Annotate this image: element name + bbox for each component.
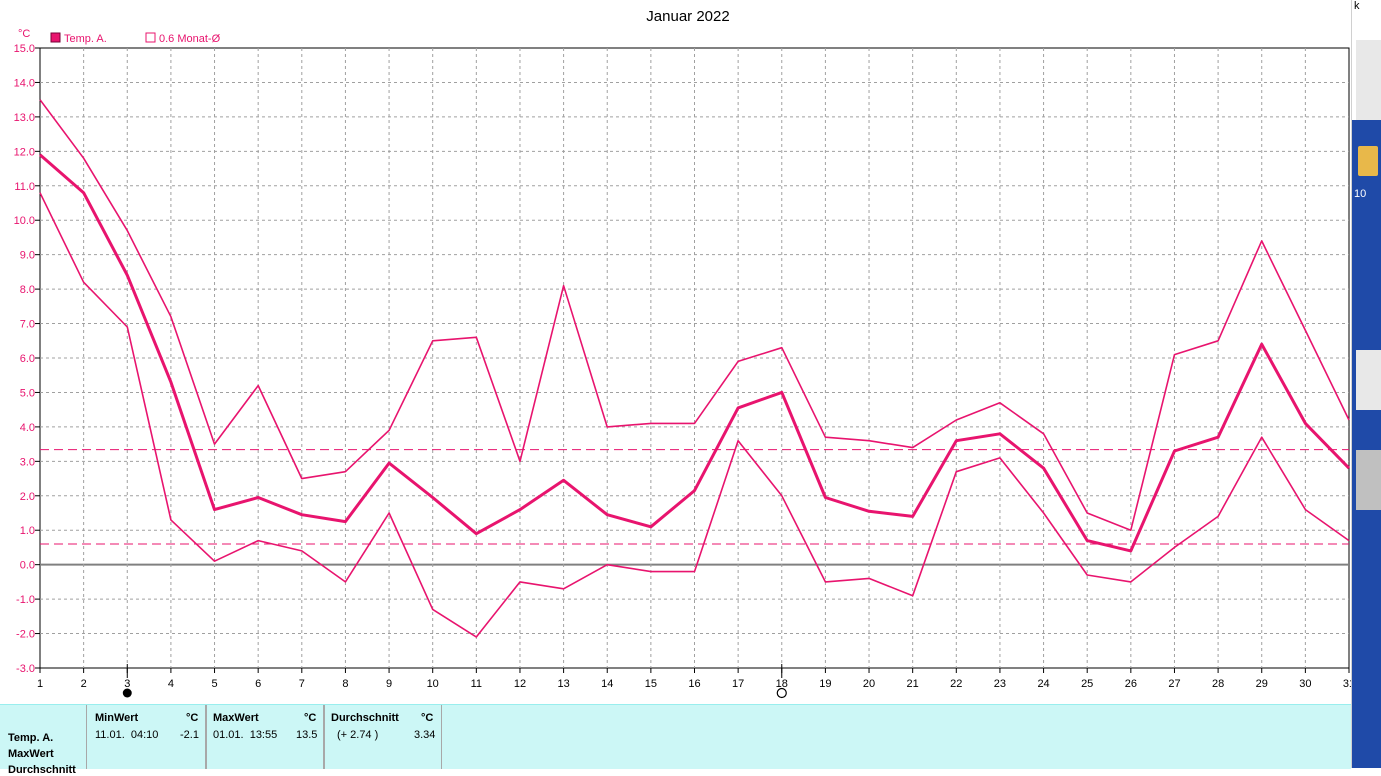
y-tick-label: 14.0 — [14, 77, 35, 89]
desktop-window-fragment — [1356, 450, 1381, 510]
x-tick-label: 26 — [1125, 678, 1137, 690]
desktop-window-fragment — [1356, 350, 1381, 410]
folder-icon — [1358, 146, 1378, 176]
x-tick-label: 17 — [732, 678, 744, 690]
x-tick-label: 5 — [211, 678, 217, 690]
y-tick-label: 8.0 — [20, 284, 35, 296]
min-unit: °C — [186, 712, 199, 724]
x-tick-label: 6 — [255, 678, 261, 690]
avg-header: Durchschnitt — [331, 712, 399, 724]
stats-min-column: MinWert °C 11.01. 04:10 -2.1 — [86, 705, 206, 769]
x-tick-label: 19 — [819, 678, 831, 690]
stats-max-column: MaxWert °C 01.01. 13:55 13.5 — [206, 705, 324, 769]
y-tick-label: -2.0 — [16, 629, 35, 641]
y-tick-label: 3.0 — [20, 456, 35, 468]
y-tick-label: 7.0 — [20, 319, 35, 331]
legend-swatch-monthly-avg — [145, 32, 156, 43]
x-tick-label: 21 — [907, 678, 919, 690]
series-line-min — [39, 192, 1350, 638]
x-tick-label: 11 — [471, 678, 482, 690]
y-tick-label: -3.0 — [16, 663, 35, 675]
desktop-area — [1352, 120, 1381, 768]
new-moon-icon — [122, 688, 132, 698]
x-tick-label: 14 — [601, 678, 613, 690]
stats-row-label: Temp. A. — [8, 732, 54, 744]
clipped-glyph: 10 — [1354, 188, 1367, 200]
x-tick-label: 28 — [1212, 678, 1224, 690]
grid — [39, 47, 1350, 669]
min-datetime: 11.01. 04:10 — [95, 729, 159, 741]
x-tick-label: 2 — [81, 678, 87, 690]
x-tick-label: 22 — [950, 678, 962, 690]
legend-label-temp: Temp. A. — [64, 33, 107, 45]
x-tick-label: 9 — [386, 678, 392, 690]
x-tick-label: 16 — [688, 678, 700, 690]
reference-lines — [40, 449, 1349, 545]
desktop-window-fragment — [1356, 40, 1381, 120]
stats-row-label: MaxWert — [8, 748, 54, 760]
x-tick-label: 8 — [342, 678, 348, 690]
legend-swatch-temp — [50, 32, 61, 43]
x-tick-label: 1 — [37, 678, 43, 690]
x-axis-ticks: 1 2 3 4 5 6 7 8 9 10 11 12 13 14 15 16 17 18 19 20 21 22 23 24 2… — [37, 668, 1351, 690]
y-tick-label: 12.0 — [14, 146, 35, 158]
desktop-background-strip: k 10 — [1351, 0, 1381, 768]
full-moon-icon — [776, 687, 787, 699]
y-tick-label: 13.0 — [14, 112, 35, 124]
x-tick-label: 29 — [1256, 678, 1268, 690]
y-axis-unit-label: °C — [18, 28, 30, 40]
max-unit: °C — [304, 712, 317, 724]
stats-row-label: Durchschnitt — [8, 764, 76, 776]
y-tick-label: 5.0 — [20, 387, 35, 399]
chart-title: Januar 2022 — [646, 8, 729, 25]
y-axis-ticks: -3.0 -2.0 -1.0 0.0 1.0 2.0 3.0 4.0 5.0 6.0 7.0 8.0 9… — [14, 43, 40, 675]
clipped-glyph: k — [1354, 0, 1360, 12]
stats-avg-column: Durchschnitt °C (+ 2.74 ) 3.34 — [324, 705, 442, 769]
legend: Temp. A. 0.6 Monat-Ø — [50, 32, 221, 45]
series-line-mean — [39, 153, 1351, 553]
avg-value: 3.34 — [414, 729, 436, 741]
x-tick-label: 27 — [1168, 678, 1180, 690]
temperature-chart: -3.0 -2.0 -1.0 0.0 1.0 2.0 3.0 4.0 5.0 6.0 7.0 8.0 9… — [14, 8, 1351, 699]
y-tick-label: 0.0 — [20, 560, 35, 572]
x-tick-label: 20 — [863, 678, 875, 690]
y-tick-label: 2.0 — [20, 491, 35, 503]
x-tick-label: 4 — [168, 678, 174, 690]
min-value: -2.1 — [180, 729, 199, 741]
max-header: MaxWert — [213, 712, 259, 724]
x-tick-label: 24 — [1037, 678, 1049, 690]
series-lines — [39, 99, 1351, 638]
y-tick-label: 15.0 — [14, 43, 35, 55]
min-header: MinWert — [95, 712, 139, 724]
moon-phase-markers — [122, 664, 787, 699]
y-tick-label: 9.0 — [20, 250, 35, 262]
x-tick-label: 10 — [427, 678, 439, 690]
x-tick-label: 13 — [557, 678, 569, 690]
x-tick-label: 18 — [776, 678, 788, 690]
y-tick-label: 6.0 — [20, 353, 35, 365]
y-tick-label: 11.0 — [14, 181, 35, 193]
x-tick-label: 15 — [645, 678, 657, 690]
x-tick-label: 23 — [994, 678, 1006, 690]
legend-label-monthly-avg: 0.6 Monat-Ø — [159, 33, 221, 45]
x-tick-label: 12 — [514, 678, 526, 690]
y-tick-label: 4.0 — [20, 422, 35, 434]
x-tick-label: 31 — [1343, 678, 1351, 690]
x-tick-label: 25 — [1081, 678, 1093, 690]
x-tick-label: 30 — [1299, 678, 1311, 690]
stats-panel: Temp. A. MaxWert Durchschnitt MinWert °C… — [0, 704, 1351, 776]
y-tick-label: -1.0 — [16, 594, 35, 606]
y-tick-label: 10.0 — [14, 215, 35, 227]
x-tick-label: 7 — [299, 678, 305, 690]
max-datetime: 01.01. 13:55 — [213, 729, 278, 741]
avg-unit: °C — [421, 712, 434, 724]
avg-deviation: (+ 2.74 ) — [337, 729, 379, 741]
y-tick-label: 1.0 — [20, 525, 35, 537]
max-value: 13.5 — [296, 729, 318, 741]
x-tick-label: 3 — [124, 678, 130, 690]
series-line-max — [39, 99, 1350, 532]
